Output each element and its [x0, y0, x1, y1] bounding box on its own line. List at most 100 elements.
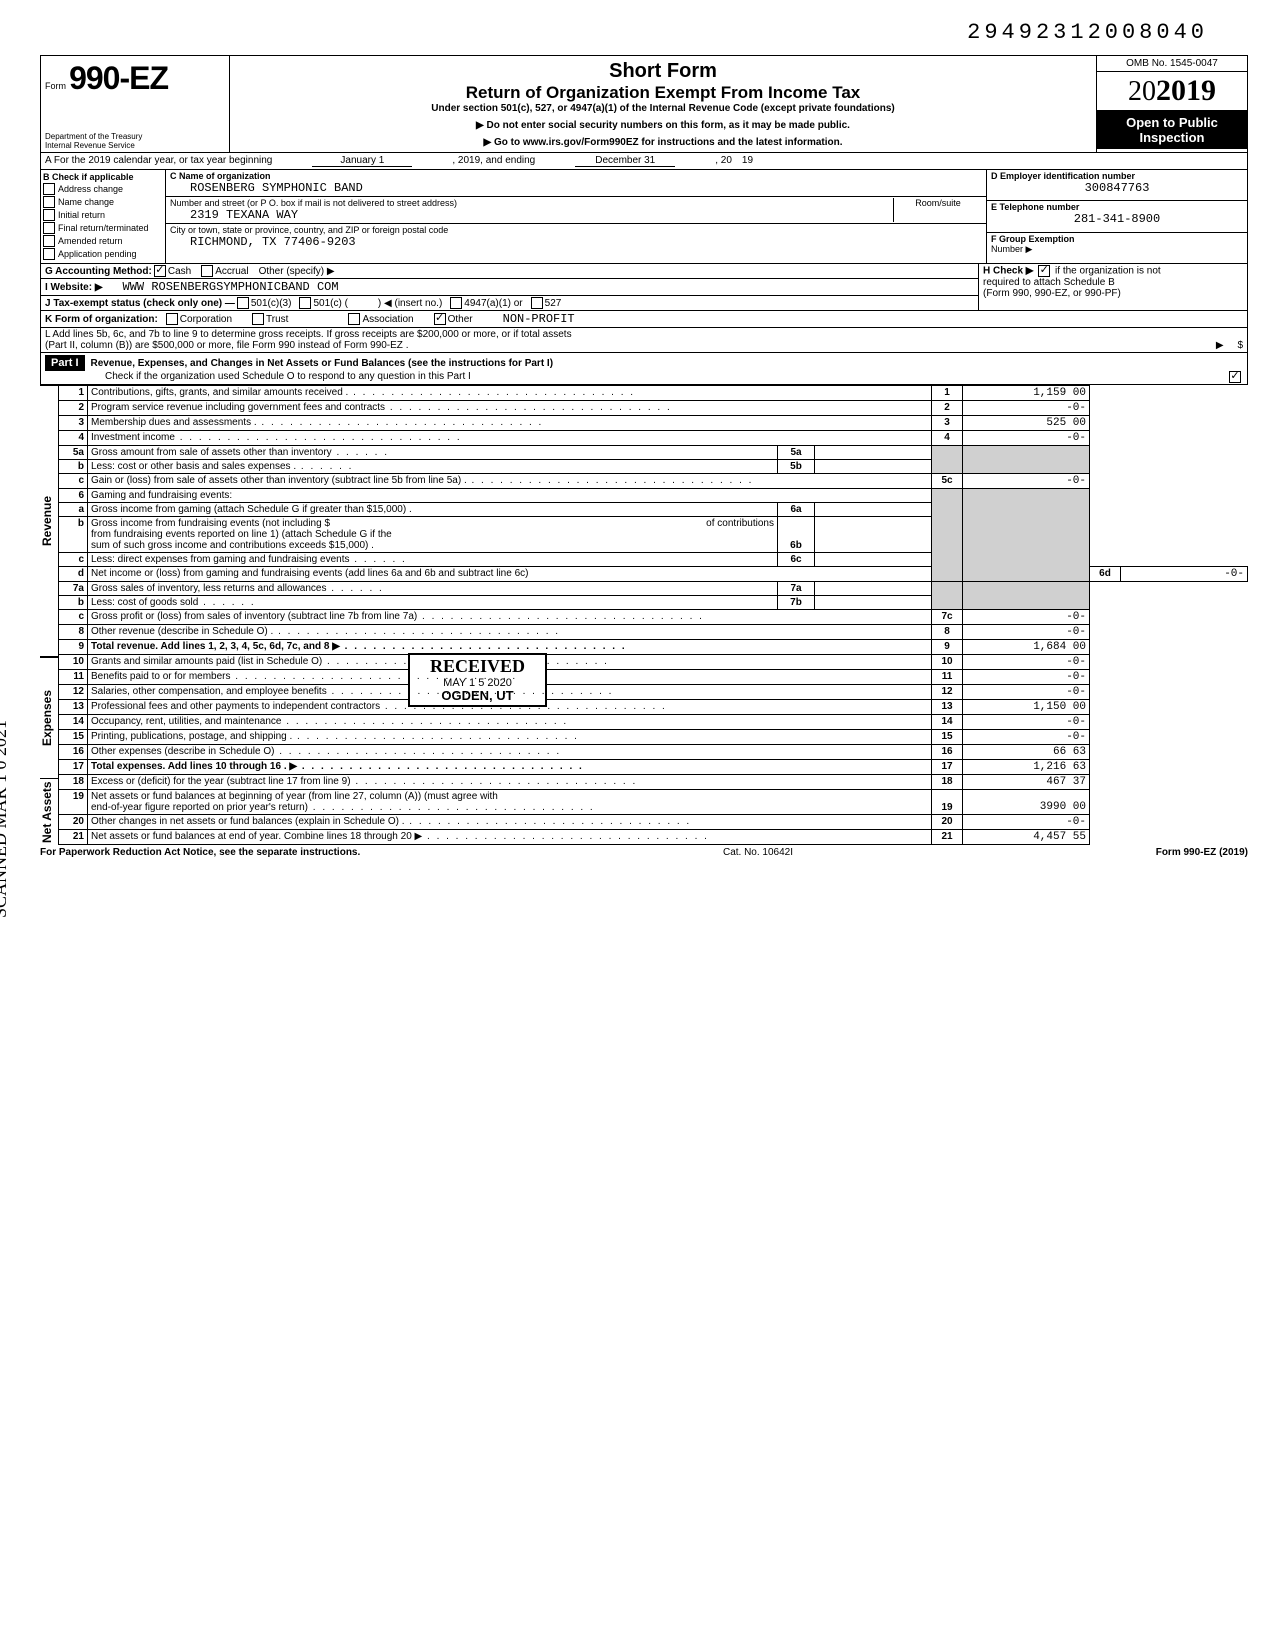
- amt: 467 37: [963, 775, 1090, 790]
- line-no: 21: [59, 830, 88, 845]
- num: 16: [932, 745, 963, 760]
- ssn-warning: ▶ Do not enter social security numbers o…: [234, 120, 1092, 131]
- desc: Net assets or fund balances at end of ye…: [91, 831, 412, 842]
- cb-501c[interactable]: [299, 297, 311, 309]
- line-no: 20: [59, 815, 88, 830]
- num: 5c: [932, 474, 963, 489]
- num: 21: [932, 830, 963, 845]
- omb-number: OMB No. 1545-0047: [1097, 56, 1247, 72]
- line-no: c: [59, 474, 88, 489]
- desc: Program service revenue including govern…: [91, 402, 385, 413]
- other-val: NON-PROFIT: [483, 312, 575, 326]
- cb-cash[interactable]: [154, 265, 166, 277]
- desc: Other revenue (describe in Schedule O) .: [91, 626, 273, 637]
- desc: Total revenue. Add lines 1, 2, 3, 4, 5c,…: [91, 641, 329, 652]
- line-no: 7a: [59, 582, 88, 596]
- table-row: 2Program service revenue including gover…: [59, 401, 1248, 416]
- trust: Trust: [266, 314, 288, 325]
- num: 8: [932, 625, 963, 640]
- h-text3: required to attach Schedule B: [983, 277, 1115, 288]
- line-no: 15: [59, 730, 88, 745]
- table-row: 10Grants and similar amounts paid (list …: [59, 655, 1248, 670]
- col-b-header: B Check if applicable: [43, 172, 163, 182]
- cb-app-pending[interactable]: Application pending: [43, 248, 163, 260]
- other-org: Other: [448, 314, 473, 325]
- tax-year-yy: 19: [742, 155, 753, 167]
- line-g: G Accounting Method: Cash Accrual Other …: [41, 264, 978, 278]
- cb-amended[interactable]: Amended return: [43, 235, 163, 247]
- table-row: 9Total revenue. Add lines 1, 2, 3, 4, 5c…: [59, 640, 1248, 655]
- ein: 300847763: [991, 181, 1243, 195]
- line-a-suffix: , 20: [715, 155, 732, 167]
- amt: -0-: [963, 715, 1090, 730]
- line-l: L Add lines 5b, 6c, and 7b to line 9 to …: [41, 327, 1247, 352]
- open1: Open to Public: [1126, 115, 1218, 130]
- box: 5b: [778, 460, 815, 474]
- desc: Occupancy, rent, utilities, and maintena…: [91, 716, 281, 727]
- footer-right: Form 990-EZ (2019): [1156, 847, 1248, 858]
- l-text2: (Part II, column (B)) are $500,000 or mo…: [45, 340, 408, 351]
- city: RICHMOND, TX 77406-9203: [170, 235, 356, 249]
- cb-trust[interactable]: [252, 313, 264, 325]
- 501c: 501(c) (: [313, 298, 347, 309]
- cb-501c3[interactable]: [237, 297, 249, 309]
- org-name: ROSENBERG SYMPHONIC BAND: [170, 181, 363, 195]
- cb-corp[interactable]: [166, 313, 178, 325]
- line-no: 3: [59, 416, 88, 431]
- num: 1: [932, 386, 963, 401]
- city-row: City or town, state or province, country…: [166, 224, 986, 250]
- amt: 4,457 55: [963, 830, 1090, 845]
- g-label: G Accounting Method:: [45, 266, 152, 277]
- num: 3: [932, 416, 963, 431]
- col-b: B Check if applicable Address change Nam…: [41, 170, 166, 263]
- document-locator-number: 29492312008040: [40, 20, 1248, 45]
- num: 11: [932, 670, 963, 685]
- website: WWW ROSENBERGSYMPHONICBAND COM: [103, 280, 339, 294]
- lines-g-l: G Accounting Method: Cash Accrual Other …: [40, 264, 1248, 353]
- cb-assoc[interactable]: [348, 313, 360, 325]
- cb-schedule-o[interactable]: [1229, 371, 1241, 383]
- num: 14: [932, 715, 963, 730]
- cb-final-return[interactable]: Final return/terminated: [43, 222, 163, 234]
- desc: Benefits paid to or for members: [91, 671, 231, 682]
- amt: -0-: [963, 401, 1090, 416]
- return-title: Return of Organization Exempt From Incom…: [234, 83, 1092, 103]
- amt: -0-: [963, 685, 1090, 700]
- street: 2319 TEXANA WAY: [170, 208, 298, 222]
- insert-no: ) ◀ (insert no.): [378, 298, 442, 309]
- cb-accrual[interactable]: [201, 265, 213, 277]
- num: 4: [932, 431, 963, 446]
- other-label: Other (specify) ▶: [259, 266, 335, 277]
- desc: Gross profit or (loss) from sales of inv…: [91, 611, 417, 622]
- line-no: b: [59, 596, 88, 610]
- cb-initial-return[interactable]: Initial return: [43, 209, 163, 221]
- expenses-label: Expenses: [40, 657, 59, 778]
- netassets-label: Net Assets: [40, 778, 59, 845]
- cash-label: Cash: [168, 266, 191, 277]
- cb-527[interactable]: [531, 297, 543, 309]
- tax-year-end: December 31: [575, 155, 675, 167]
- cb-other-org[interactable]: [434, 313, 446, 325]
- line-no: 19: [59, 790, 88, 815]
- box: 7a: [778, 582, 815, 596]
- form-number: 990-EZ: [69, 60, 168, 96]
- cb-schedule-b[interactable]: [1038, 265, 1050, 277]
- ein-label: D Employer identification number: [991, 171, 1135, 181]
- street-row: Number and street (or P O. box if mail i…: [166, 197, 986, 224]
- line-no: 17: [59, 760, 88, 775]
- cb-4947[interactable]: [450, 297, 462, 309]
- table-row: 15Printing, publications, postage, and s…: [59, 730, 1248, 745]
- part1-header-row: Part I Revenue, Expenses, and Changes in…: [40, 353, 1248, 385]
- table-row: 11Benefits paid to or for members11-0-: [59, 670, 1248, 685]
- table-row: 3Membership dues and assessments .3525 0…: [59, 416, 1248, 431]
- line-a-mid: , 2019, and ending: [452, 155, 535, 167]
- h-text4: (Form 990, 990-EZ, or 990-PF): [983, 288, 1121, 299]
- cb-address-change[interactable]: Address change: [43, 183, 163, 195]
- line-no: b: [59, 460, 88, 474]
- desc: Less: cost or other basis and sales expe…: [91, 461, 296, 472]
- desc: Grants and similar amounts paid (list in…: [91, 656, 322, 667]
- table-row: 21Net assets or fund balances at end of …: [59, 830, 1248, 845]
- amt: -0-: [1121, 567, 1248, 582]
- cb-name-change[interactable]: Name change: [43, 196, 163, 208]
- line-no: 13: [59, 700, 88, 715]
